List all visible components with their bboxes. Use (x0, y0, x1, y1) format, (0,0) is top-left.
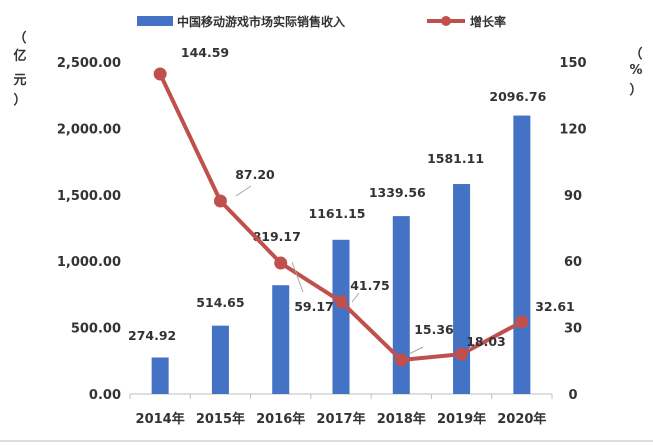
bar-data-label: 274.92 (128, 328, 176, 343)
bar (332, 239, 350, 394)
legend-bar-swatch (137, 16, 173, 26)
right-y-tick-label: 60 (564, 255, 582, 270)
bar (272, 285, 290, 394)
line-data-label: 59.17 (294, 299, 334, 314)
right-y-tick-label: 120 (559, 122, 586, 137)
bar-data-label: 1339.56 (369, 185, 426, 200)
line-data-label: 15.36 (414, 322, 454, 337)
legend-line-marker (441, 16, 451, 26)
left-y-tick-label: 500.00 (71, 322, 121, 337)
bar (453, 184, 471, 394)
line-data-label: 87.20 (235, 167, 275, 182)
line-data-label: 41.75 (350, 278, 390, 293)
line-point (455, 347, 469, 361)
label-leader-line (408, 346, 424, 355)
x-tick-label: 2015年 (196, 411, 245, 427)
right-unit-char: （ (629, 46, 642, 62)
x-tick-label: 2018年 (377, 411, 426, 427)
bar-data-label: 514.65 (196, 295, 244, 310)
legend-bar-label: 中国移动游戏市场实际销售收入 (177, 14, 345, 29)
left-unit-char: ） (13, 92, 26, 108)
left-unit-char: （ (13, 30, 26, 46)
label-leader-line (468, 343, 475, 350)
bar (151, 357, 169, 394)
right-y-tick-label: 30 (564, 322, 582, 337)
bar-data-label: 1581.11 (427, 151, 484, 166)
x-tick-label: 2016年 (256, 411, 305, 427)
line-point (394, 353, 408, 367)
line-data-label: 144.59 (181, 45, 229, 60)
label-leader-line (235, 185, 252, 197)
bar (392, 216, 410, 394)
x-tick-label: 2019年 (437, 411, 486, 427)
bar-data-label: 1161.15 (309, 206, 366, 221)
x-tick-label: 2017年 (316, 411, 365, 427)
line-point (213, 194, 227, 208)
right-unit-char: % (629, 63, 642, 78)
line-point (334, 295, 348, 309)
left-y-tick-label: 2,000.00 (57, 122, 121, 137)
line-data-label: 32.61 (535, 299, 575, 314)
right-unit-char: ） (629, 82, 642, 98)
left-unit-char: 元 (13, 73, 26, 88)
bar (513, 115, 531, 395)
label-leader-line (291, 261, 304, 293)
left-unit-char: 亿 (13, 48, 26, 64)
bar-data-label: 2096.76 (489, 89, 546, 104)
bar-data-label: 819.17 (253, 229, 301, 244)
line-data-label: 18.03 (466, 334, 506, 349)
line-point (153, 67, 167, 81)
right-y-tick-label: 0 (568, 388, 577, 403)
left-y-tick-label: 1,000.00 (57, 255, 121, 270)
x-tick-label: 2020年 (497, 411, 546, 427)
line-point (515, 315, 529, 329)
right-y-tick-label: 90 (564, 189, 582, 204)
right-y-tick-label: 150 (559, 56, 586, 71)
left-y-tick-label: 0.00 (89, 388, 121, 403)
bar (211, 325, 229, 394)
legend-line-label: 增长率 (470, 14, 506, 29)
line-point (274, 256, 288, 270)
left-y-tick-label: 1,500.00 (57, 189, 121, 204)
label-leader-line (351, 292, 360, 303)
x-tick-label: 2014年 (136, 411, 185, 427)
left-y-tick-label: 2,500.00 (57, 56, 121, 71)
